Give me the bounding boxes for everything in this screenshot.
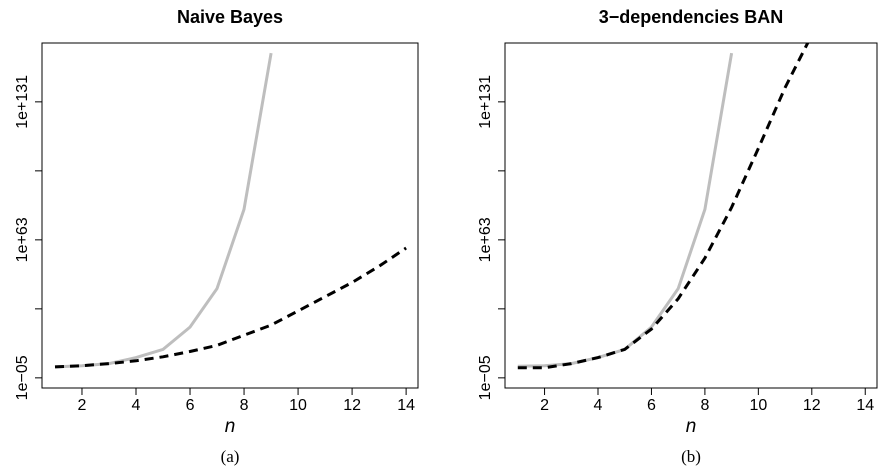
line bbox=[54, 52, 273, 369]
x-tick-label: 8 bbox=[240, 397, 249, 414]
y-tick-label: 1e+63 bbox=[477, 217, 494, 262]
y-tick-label: 1e+63 bbox=[14, 217, 31, 262]
y-tick-label: 1e+131 bbox=[477, 75, 494, 129]
plot-frame bbox=[504, 42, 878, 389]
x-tick-label: 2 bbox=[540, 397, 549, 414]
x-tick-label: 4 bbox=[594, 397, 603, 414]
x-tick-label: 14 bbox=[856, 397, 874, 414]
plot-frame bbox=[41, 42, 419, 389]
x-tick-label: 6 bbox=[186, 397, 195, 414]
x-tick-label: 12 bbox=[803, 397, 821, 414]
x-tick-label: 12 bbox=[343, 397, 361, 414]
y-tick-label: 1e+131 bbox=[14, 75, 31, 129]
line bbox=[517, 52, 734, 368]
caption: (a) bbox=[221, 447, 240, 466]
x-tick-label: 8 bbox=[700, 397, 709, 414]
x-tick-label: 14 bbox=[397, 397, 415, 414]
y-tick-label: 1e−05 bbox=[477, 355, 494, 400]
caption: (b) bbox=[681, 447, 701, 466]
panel: Naive Bayes n (a) 2 4 6 8 10 12 14 1e−05 1e+63 1e+13… bbox=[14, 7, 419, 466]
x-tick-label: 6 bbox=[647, 397, 656, 414]
x-axis-label: n bbox=[225, 416, 236, 437]
x-tick-label: 10 bbox=[749, 397, 767, 414]
panel: 3−dependencies BAN n (b) 2 4 6 8 10 12 14 1e−05 1e+… bbox=[477, 7, 878, 466]
x-axis-label: n bbox=[686, 416, 697, 437]
line bbox=[517, 43, 810, 370]
x-tick-label: 4 bbox=[132, 397, 141, 414]
line bbox=[54, 246, 407, 369]
y-tick-label: 1e−05 bbox=[14, 355, 31, 400]
chart-title: Naive Bayes bbox=[177, 7, 283, 27]
x-tick-label: 2 bbox=[78, 397, 87, 414]
x-tick-label: 10 bbox=[289, 397, 307, 414]
chart-title: 3−dependencies BAN bbox=[599, 7, 784, 27]
